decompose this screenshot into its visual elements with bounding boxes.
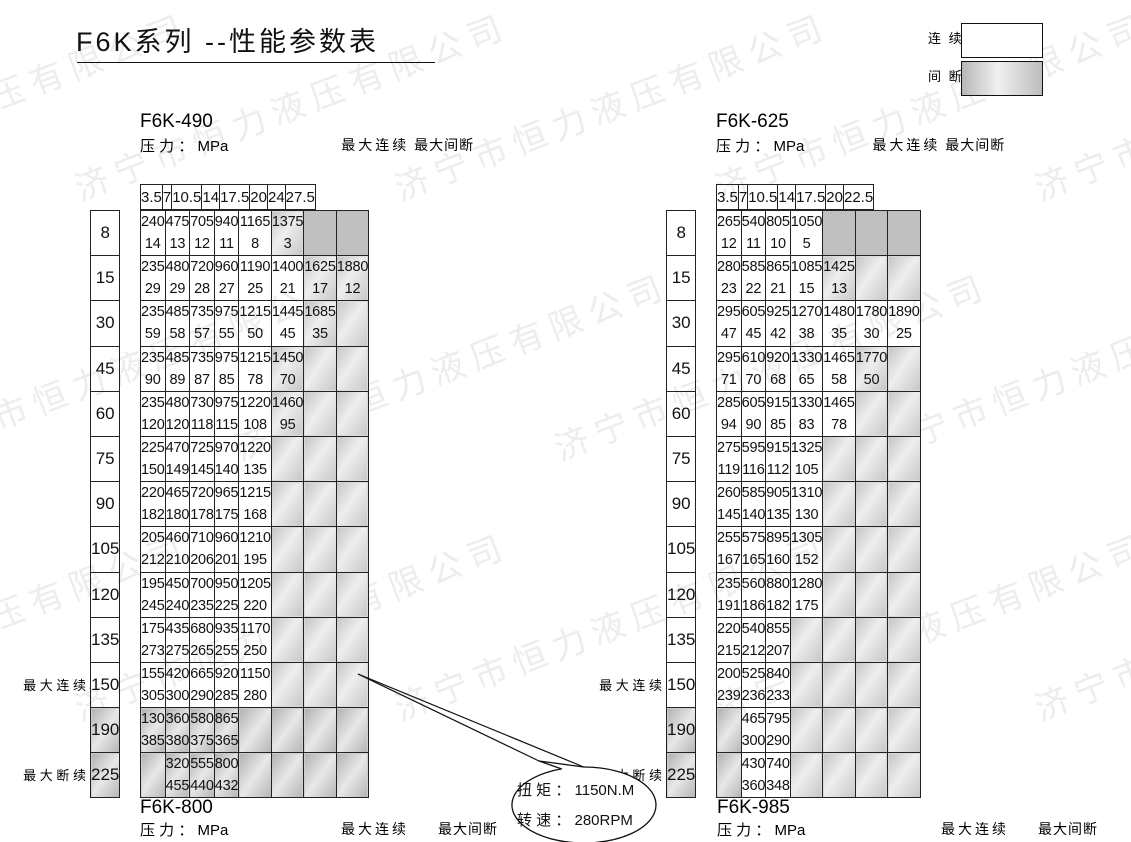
svg-text:扭 矩 ： 1150N.M: 扭 矩 ： 1150N.M <box>517 782 634 799</box>
svg-text:转 速 ： 280RPM: 转 速 ： 280RPM <box>517 812 633 829</box>
